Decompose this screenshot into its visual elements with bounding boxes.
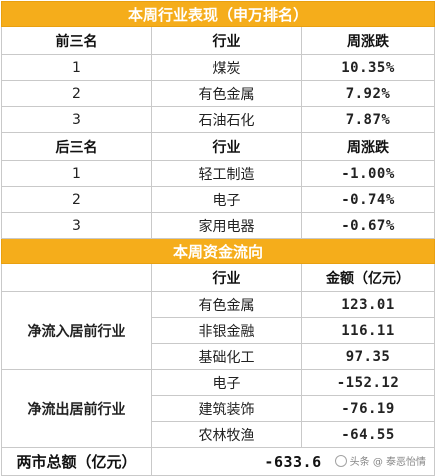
flow-header-row: 行业 金额（亿元） xyxy=(1,263,435,292)
industry-cell: 家用电器 xyxy=(151,212,302,239)
table-row: 建筑装饰 -76.19 xyxy=(2,395,435,422)
industry-cell: 农林牧渔 xyxy=(151,421,302,448)
watermark-text: 头条 @ 泰恶怡情 xyxy=(349,457,426,468)
flow-header-industry: 行业 xyxy=(151,263,302,292)
bottom-header-industry: 行业 xyxy=(151,132,302,161)
industry-cell: 轻工制造 xyxy=(151,160,302,187)
amount-cell: 123.01 xyxy=(300,291,435,318)
section1-title: 本周行业表现（申万排名） xyxy=(0,1,435,27)
amount-cell: 97.35 xyxy=(300,343,435,370)
bottom-header-rank: 后三名 xyxy=(1,132,152,161)
table-row: 2 有色金属 7.92% xyxy=(1,80,435,107)
industry-cell: 建筑装饰 xyxy=(151,395,302,422)
table-row: 净流入居前行业 有色金属 123.01 xyxy=(1,291,435,370)
change-cell: 7.92% xyxy=(300,80,435,107)
table-row: 1 煤炭 10.35% xyxy=(1,54,435,81)
amount-cell: 116.11 xyxy=(300,317,435,344)
top-header-industry: 行业 xyxy=(151,26,302,55)
flow-header-amount: 金额（亿元） xyxy=(300,263,435,292)
rank-cell: 1 xyxy=(1,160,152,187)
rank-cell: 2 xyxy=(1,186,152,213)
change-cell: -1.00% xyxy=(300,160,435,187)
change-cell: -0.74% xyxy=(300,186,435,213)
table-row: 1 轻工制造 -1.00% xyxy=(1,160,435,187)
section2-title-row: 本周资金流向 xyxy=(0,238,435,264)
table-row: 3 石油石化 7.87% xyxy=(1,106,435,133)
section1-title-row: 本周行业表现（申万排名） xyxy=(0,1,435,27)
industry-cell: 石油石化 xyxy=(151,106,302,133)
section2-title: 本周资金流向 xyxy=(0,238,435,264)
industry-cell: 非银金融 xyxy=(151,317,302,344)
top-header-change: 周涨跌 xyxy=(300,26,435,55)
industry-cell: 煤炭 xyxy=(151,54,302,81)
industry-cell: 基础化工 xyxy=(151,343,302,370)
industry-cell: 电子 xyxy=(151,369,302,396)
change-cell: 7.87% xyxy=(300,106,435,133)
change-cell: -0.67% xyxy=(300,212,435,239)
watermark: 头条 @ 泰恶怡情 xyxy=(334,453,426,468)
total-label: 两市总额（亿元） xyxy=(1,447,152,476)
flow-header-blank xyxy=(1,263,152,292)
top-header-rank: 前三名 xyxy=(1,26,152,55)
rank-cell: 1 xyxy=(1,54,152,81)
industry-cell: 有色金属 xyxy=(151,80,302,107)
rank-cell: 2 xyxy=(1,80,152,107)
amount-cell: -64.55 xyxy=(300,421,435,448)
top-header-row: 前三名 行业 周涨跌 xyxy=(1,26,435,55)
rank-cell: 3 xyxy=(1,212,152,239)
table-row: 3 家用电器 -0.67% xyxy=(1,212,435,239)
table-row: 非银金融 116.11 xyxy=(2,317,435,344)
bottom-header-change: 周涨跌 xyxy=(300,132,435,161)
outflow-group-label: 净流出居前行业 xyxy=(1,369,152,448)
industry-cell: 电子 xyxy=(151,186,302,213)
rank-cell: 3 xyxy=(1,106,152,133)
total-value: -633.6 xyxy=(150,447,435,476)
amount-cell: -76.19 xyxy=(300,395,435,422)
table-row: 基础化工 97.35 xyxy=(2,343,435,370)
industry-cell: 有色金属 xyxy=(151,291,302,318)
total-row: 两市总额（亿元） -633.6 xyxy=(1,447,435,476)
watermark-logo-icon xyxy=(334,454,347,467)
change-cell: 10.35% xyxy=(300,54,435,81)
bottom-header-row: 后三名 行业 周涨跌 xyxy=(1,132,435,161)
table-row: 农林牧渔 -64.55 xyxy=(2,421,435,448)
table-row: 净流出居前行业 电子 -152.12 xyxy=(1,369,435,448)
amount-cell: -152.12 xyxy=(300,369,435,396)
inflow-group-label: 净流入居前行业 xyxy=(1,291,152,370)
table-row: 2 电子 -0.74% xyxy=(1,186,435,213)
